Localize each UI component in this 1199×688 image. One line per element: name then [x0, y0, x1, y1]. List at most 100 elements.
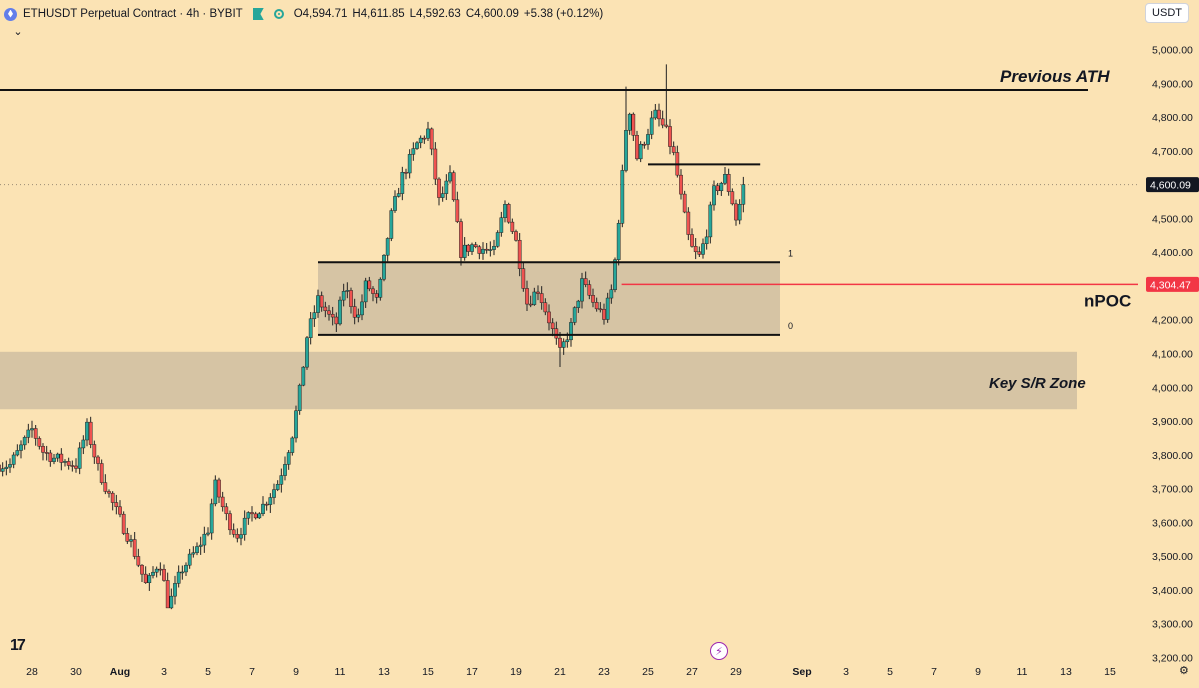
candle-body	[550, 322, 555, 329]
candle-body	[396, 193, 401, 197]
candle-body	[371, 288, 375, 294]
candle-body	[103, 482, 108, 492]
candle-body	[125, 533, 130, 542]
candle-body	[620, 170, 625, 224]
candle-body	[653, 109, 658, 119]
candle-body	[484, 248, 489, 251]
y-axis-tick-label: 4,500.00	[1152, 213, 1193, 225]
change-value: +5.38 (+0.12%)	[523, 8, 604, 20]
candle-body	[642, 143, 647, 146]
candle-body	[616, 223, 621, 260]
currency-button[interactable]: USDT	[1145, 3, 1189, 23]
candle-body	[583, 278, 588, 285]
ethereum-icon[interactable]	[4, 7, 17, 21]
candle-body	[422, 137, 427, 140]
symbol-title[interactable]: ETHUSDT Perpetual Contract · 4h · BYBIT	[23, 8, 243, 20]
candle-body	[704, 236, 709, 244]
candle-body	[77, 447, 82, 469]
candle-body	[462, 244, 467, 258]
previous-ath-label: Previous ATH	[1000, 67, 1110, 86]
candle-body	[495, 232, 500, 247]
candle-body	[242, 517, 247, 535]
candle-body	[682, 193, 687, 213]
symbol-name[interactable]: ETHUSDT Perpetual Contract	[23, 8, 177, 20]
candle-body	[180, 571, 185, 574]
x-axis-tick-label: 13	[378, 666, 390, 678]
candle-body	[448, 172, 452, 182]
candle-body	[363, 280, 368, 303]
market-status-icon[interactable]	[273, 9, 284, 19]
lightning-icon[interactable]: ⚡	[710, 642, 728, 660]
candle-body	[730, 191, 735, 205]
current-price-badge	[1146, 177, 1199, 193]
y-axis-tick-label: 3,800.00	[1152, 450, 1193, 462]
separator: ·	[202, 8, 210, 20]
candle-body	[283, 464, 287, 476]
y-axis-tick-label: 3,500.00	[1152, 551, 1193, 563]
candle-body	[686, 211, 691, 235]
x-axis-tick-label: 7	[249, 666, 255, 678]
candle-body	[0, 468, 5, 472]
candle-body	[723, 174, 727, 184]
candle-body	[697, 251, 702, 255]
high-value: 4,611.85	[360, 8, 405, 20]
candle-body	[305, 337, 309, 368]
candle-body	[261, 503, 265, 514]
y-axis-tick-label: 3,400.00	[1152, 585, 1193, 597]
candle-body	[576, 300, 581, 308]
candle-body	[121, 513, 126, 534]
flag-icon[interactable]	[252, 8, 264, 20]
x-axis-tick-label: 15	[422, 666, 434, 678]
y-axis-tick-label: 4,000.00	[1152, 382, 1193, 394]
npoc-price-badge-label: 4,304.47	[1150, 279, 1191, 291]
candle-body	[499, 217, 504, 233]
candle-body	[286, 452, 291, 465]
x-axis-tick-label: 7	[931, 666, 937, 678]
range-box-bottom-label: 0	[788, 321, 793, 331]
x-axis-tick-label: Aug	[110, 666, 130, 678]
candle-body	[176, 571, 181, 584]
candle-body	[88, 421, 93, 445]
x-axis-tick-label: Sep	[792, 666, 811, 678]
candle-body	[440, 193, 445, 198]
candle-body	[52, 457, 56, 462]
candle-body	[492, 245, 496, 250]
x-axis-tick-label: 21	[554, 666, 566, 678]
x-axis-tick-label: 5	[205, 666, 211, 678]
candle-body	[191, 552, 196, 555]
candle-body	[543, 302, 548, 313]
candle-body	[316, 295, 320, 313]
x-axis-tick-label: 19	[510, 666, 522, 678]
candle-body	[664, 124, 669, 127]
candle-body	[224, 506, 229, 514]
candle-body	[85, 421, 89, 441]
candle-body	[345, 290, 350, 292]
candle-body	[437, 178, 441, 198]
candle-body	[118, 506, 122, 515]
candle-body	[198, 544, 203, 547]
candle-body	[37, 438, 42, 447]
candle-body	[404, 171, 408, 174]
candle-body	[660, 118, 665, 126]
chevron-down-icon[interactable]: ⌄	[13, 26, 23, 38]
x-axis-tick-label: 27	[686, 666, 698, 678]
y-axis-tick-label: 3,200.00	[1152, 653, 1193, 665]
y-axis-tick-label: 3,600.00	[1152, 517, 1193, 529]
candle-body	[481, 248, 485, 254]
candle-body	[602, 308, 606, 320]
candle-body	[26, 429, 31, 438]
tradingview-logo-icon[interactable]: 17	[10, 637, 26, 654]
x-axis-tick-label: 3	[161, 666, 167, 678]
x-axis-tick-label: 15	[1104, 666, 1116, 678]
candle-body	[96, 456, 100, 464]
gear-icon[interactable]: ⚙	[1179, 665, 1189, 677]
candle-body	[250, 512, 254, 515]
candle-body	[206, 532, 210, 535]
candle-body	[268, 497, 273, 505]
interval-label[interactable]: 4h	[186, 8, 200, 20]
y-axis-tick-label: 3,900.00	[1152, 416, 1193, 428]
candle-body	[407, 154, 412, 174]
candle-body	[279, 475, 284, 485]
